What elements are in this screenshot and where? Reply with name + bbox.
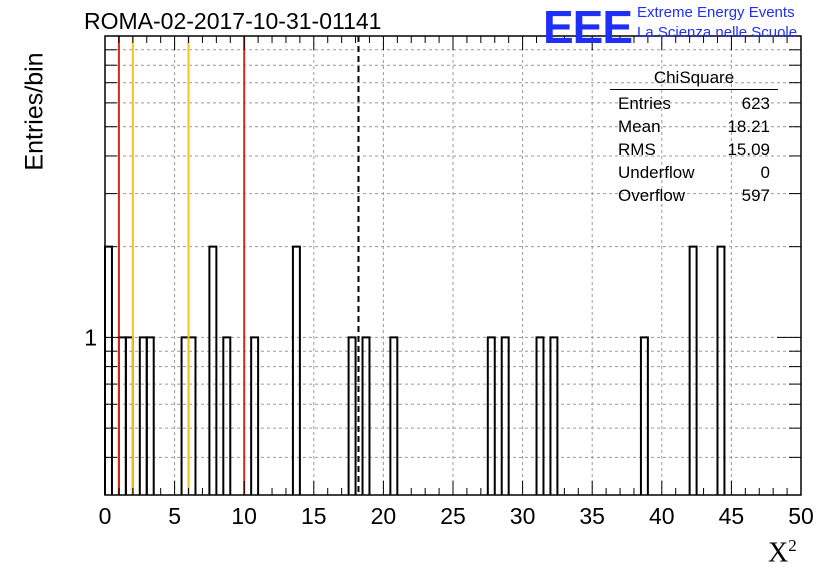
histogram-bin	[549, 336, 559, 495]
stats-row-mean: Mean 18.21	[610, 115, 778, 138]
histogram-bin	[124, 336, 134, 495]
histogram-bin	[145, 336, 155, 495]
brand-line-1: Extreme Energy Events	[637, 4, 795, 21]
histogram-bin	[688, 245, 698, 495]
x-tick-label: 40	[649, 503, 675, 529]
stats-row-underflow: Underflow 0	[610, 161, 778, 184]
x-tick-label: 45	[719, 503, 745, 529]
stats-title: ChiSquare	[610, 68, 778, 90]
histogram-bin	[250, 336, 260, 495]
stats-row-overflow: Overflow 597	[610, 184, 778, 207]
histogram-bin	[138, 336, 148, 495]
stats-label: Mean	[618, 117, 661, 136]
histogram-bin	[347, 336, 357, 495]
histogram-bin	[639, 336, 649, 495]
y-axis-label: Entries/bin	[20, 52, 49, 171]
eee-logo: EEE	[543, 1, 633, 53]
chart-title: ROMA-02-2017-10-31-01141	[84, 8, 382, 34]
stats-value: 18.21	[727, 117, 770, 136]
stats-value: 623	[741, 94, 770, 113]
x-tick-label: 15	[301, 503, 327, 529]
histogram-bin	[222, 336, 232, 495]
stats-value: 0	[760, 163, 770, 182]
histogram-bin	[389, 336, 399, 495]
histogram-bin	[117, 336, 127, 495]
x-axis-label: X2	[768, 536, 797, 569]
histogram-bin	[500, 336, 510, 495]
stats-row-entries: Entries 623	[610, 92, 778, 115]
stats-label: Entries	[618, 94, 671, 113]
histogram-bin	[361, 336, 371, 495]
histogram-bin	[208, 245, 218, 495]
stats-box: ChiSquare Entries 623 Mean 18.21 RMS 15.…	[610, 68, 778, 207]
x-tick-label: 0	[99, 503, 112, 529]
x-tick-label: 25	[440, 503, 466, 529]
x-tick-label: 10	[231, 503, 257, 529]
brand-line-2: La Scienza nelle Scuole	[637, 24, 798, 41]
stats-value: 15.09	[727, 140, 770, 159]
x-tick-label: 35	[579, 503, 605, 529]
x-tick-label: 50	[788, 503, 814, 529]
histogram-bin	[535, 336, 545, 495]
stats-label: Overflow	[618, 186, 686, 205]
histogram-bin	[180, 336, 190, 495]
stats-label: Underflow	[618, 163, 695, 182]
histogram-bin	[291, 245, 301, 495]
stats-row-rms: RMS 15.09	[610, 138, 778, 161]
stats-value: 597	[741, 186, 770, 205]
x-tick-label: 20	[371, 503, 397, 529]
histogram-bin	[187, 336, 197, 495]
y-tick-label: 1	[84, 324, 97, 350]
stats-label: RMS	[618, 140, 656, 159]
x-tick-label: 30	[510, 503, 536, 529]
histogram-bin	[486, 336, 496, 495]
x-tick-label: 5	[168, 503, 181, 529]
histogram-bin	[716, 245, 726, 495]
